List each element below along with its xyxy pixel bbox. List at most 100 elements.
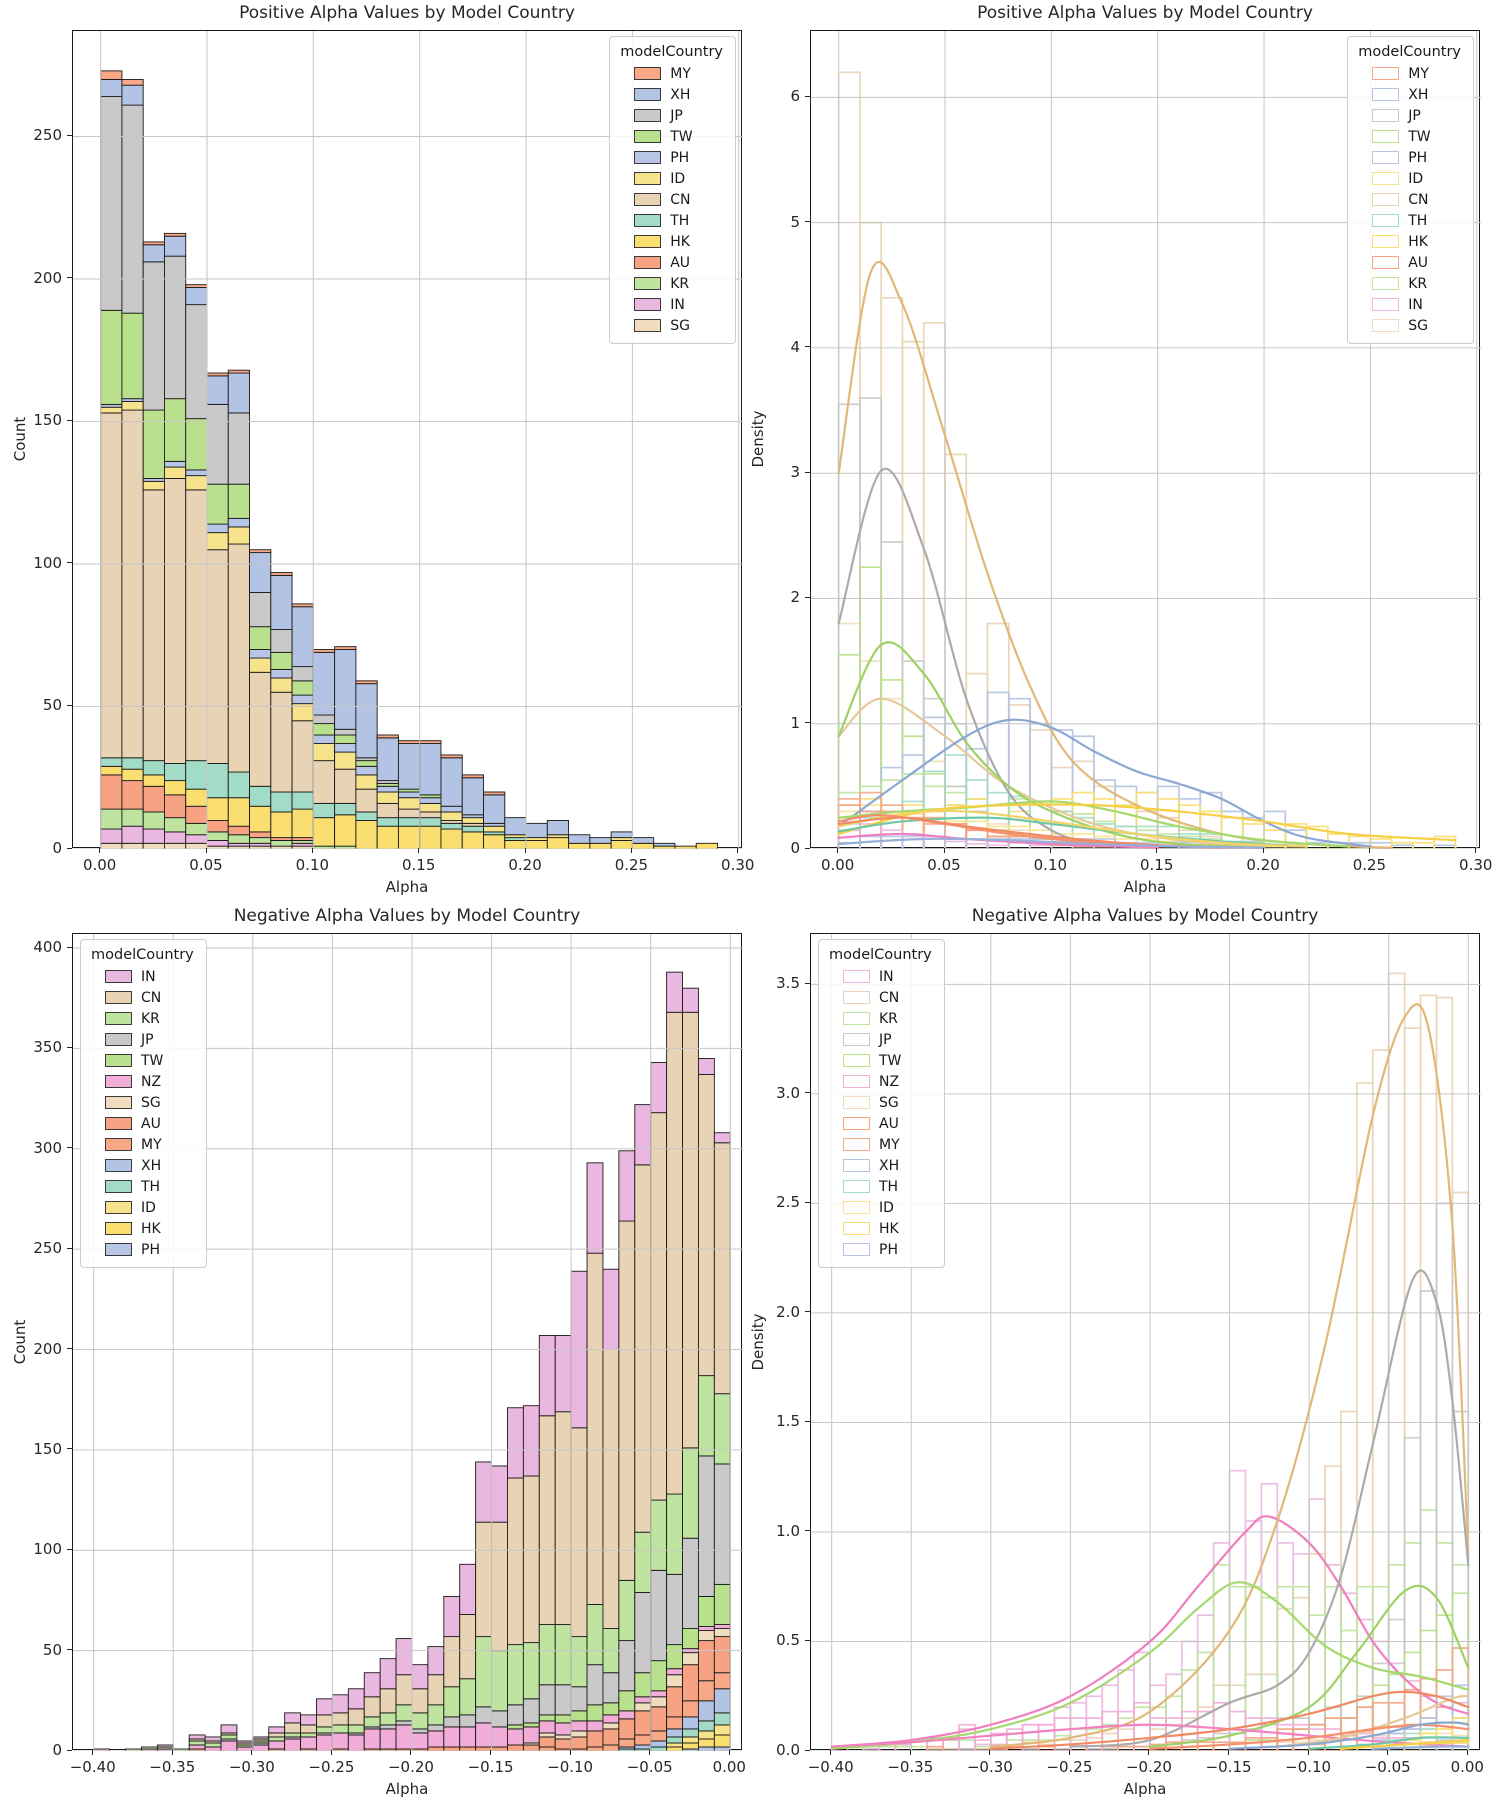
legend-item-MY: MY [829,1134,932,1155]
bar-segment-HK [546,837,570,849]
y-tick-label: 350 [33,1038,62,1057]
legend-label-SG: SG [141,1094,161,1111]
bar-segment-SG [100,842,123,849]
bar-segment-MY [100,70,123,80]
legend-label-HK: HK [879,1220,899,1237]
x-tick-label: −0.25 [308,1758,355,1776]
legend-swatch-XH [105,1159,132,1172]
x-tick-label: −0.35 [887,1758,934,1776]
bar-segment-ID [419,802,442,813]
bar-segment-JP [538,1684,556,1716]
bar-segment-TW [185,418,208,471]
kde-curve-AU [989,1690,1470,1750]
outline-bar-AU [1403,1688,1422,1751]
bar-segment-JP [697,1455,715,1597]
legend-item-TH: TH [1358,210,1461,231]
outline-bar-JP [1419,1290,1438,1751]
kde-curve-XH [1228,1721,1470,1750]
bar-segment-XH [653,842,676,847]
bar-segment-ID [682,1736,699,1744]
bar-segment-HK [682,1742,699,1750]
outline-bar-IN [1212,1542,1231,1751]
bar-segment-TW [634,1672,652,1698]
outline-bar-JP [1403,1436,1422,1751]
bar-segment-IN [459,1563,477,1615]
bar-segment-TH [682,1728,699,1738]
legend-title: modelCountry [829,947,932,963]
legend-swatch-PH [105,1243,132,1256]
legend-swatch-TW [105,1054,132,1067]
bar-segment-NZ [443,1726,461,1748]
legend-item-XH: XH [829,1155,932,1176]
bar-segment-AU [586,1730,604,1748]
bar-segment-NZ [538,1720,556,1734]
bar-segment-XH [610,831,633,839]
legend-item-ID: ID [829,1197,932,1218]
outline-bar-IN [1260,1482,1279,1751]
legend-item-SG: SG [1358,315,1461,336]
y-tick-label: 2.5 [776,1193,800,1212]
bar-segment-AU [522,1744,540,1751]
legend-item-CN: CN [829,987,932,1008]
kde-curve-KR [837,800,1351,848]
bar-segment-TH [376,817,399,827]
bar-segment-MY [121,79,144,86]
bar-segment-MY [538,1746,556,1751]
bar-segment-KR [142,811,165,830]
bar-segment-JP [206,403,229,485]
bar-segment-IN [379,1658,397,1690]
bar-segment-PH [227,517,250,528]
y-tick-label: 0.5 [776,1631,800,1650]
y-tick-label: 4 [790,337,800,356]
bar-segment-AU [538,1736,556,1748]
bar-segment-HK [291,808,314,839]
x-tick-mark [1307,1750,1309,1755]
legend-label-PH: PH [670,149,690,166]
y-tick-mark [67,946,72,948]
y-tick-label: 400 [33,938,62,957]
kde-curve-SG [1276,1695,1470,1748]
bar-segment-ID [666,1742,683,1748]
plot-svg-2 [73,934,743,1751]
outline-bar-TH [944,754,968,849]
outline-bar-JP [880,541,904,849]
x-tick-label: 0.10 [295,856,330,874]
bar-segment-JP [185,304,208,420]
bar-segment-SG [634,1702,652,1712]
bar-segment-NZ [697,1626,715,1631]
bar-segment-TW [713,1583,731,1625]
plot-area-2 [72,933,743,1751]
y-tick-mark [67,134,72,136]
bar-segment-HK [227,797,250,827]
kde-curve-TW [837,641,1266,849]
x-tick-label: −0.15 [1205,1758,1252,1776]
legend-label-TH: TH [670,212,690,229]
x-tick-label: 0.00 [712,1758,746,1776]
legend-label-SG: SG [1408,317,1428,334]
bar-segment-IN [618,1150,636,1222]
legend-swatch-XH [1372,88,1400,101]
x-tick-mark [837,848,839,853]
bar-segment-IN [586,1162,604,1254]
bar-segment-NZ [522,1726,540,1744]
x-tick-label: 0.25 [1352,856,1387,874]
x-tick-label: −0.30 [228,1758,275,1776]
outline-bar-HK [1412,841,1436,849]
legend-swatch-KR [843,1012,870,1025]
legend-item-ID: ID [91,1197,194,1218]
bar-segment-JP [334,728,357,736]
x-tick-mark [1387,1750,1389,1755]
bar-segment-MY [164,232,187,237]
bar-segment-JP [586,1664,604,1706]
legend-model-country: modelCountry MY XH JP TW PH ID CN TH HK AU KR IN SG [609,36,736,344]
bar-segment-ID [121,401,144,411]
legend-item-HK: HK [1358,231,1461,252]
bar-segment-TW [100,309,123,405]
bar-segment-XH [270,574,293,630]
kde-layer [830,1003,1470,1750]
legend-swatch-NZ [105,1075,132,1088]
bar-segment-SG [697,1630,715,1642]
bar-segment-JP [602,1672,620,1704]
outline-bar-CN [880,296,904,849]
legend-item-TW: TW [1358,126,1461,147]
